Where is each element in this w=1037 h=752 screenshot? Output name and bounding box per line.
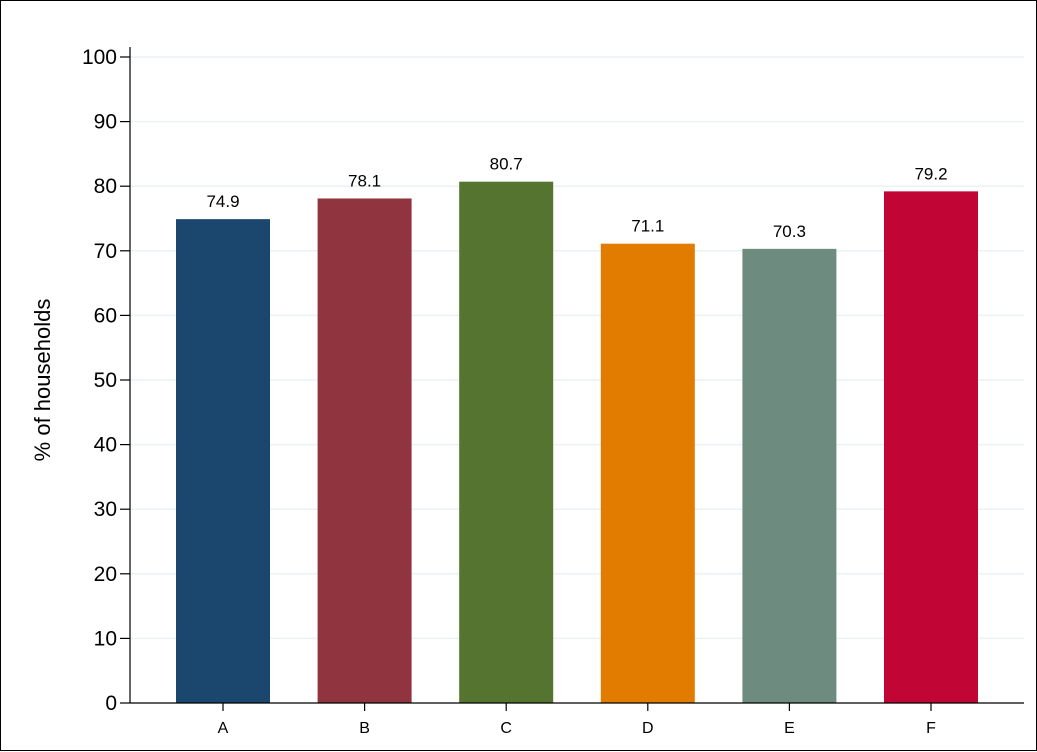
y-tick-label: 60 xyxy=(94,304,117,327)
y-tick-label: 100 xyxy=(82,46,117,69)
x-tick-label: E xyxy=(784,720,795,737)
axes xyxy=(129,47,1024,704)
bar-value-label: 79.2 xyxy=(914,164,947,183)
bar-value-label: 78.1 xyxy=(348,171,381,190)
y-tick-label: 30 xyxy=(94,498,117,521)
bar-value-label: 74.9 xyxy=(206,192,239,211)
x-tick-label: A xyxy=(218,720,229,737)
bar-value-label: 71.1 xyxy=(631,217,664,236)
bar-value-label: 70.3 xyxy=(773,222,806,241)
x-tick-label: B xyxy=(359,720,370,737)
y-ticks: 0 10 20 30 40 50 60 70 80 90 100 xyxy=(82,46,130,715)
bar-d xyxy=(600,243,695,703)
y-tick-label: 20 xyxy=(94,563,117,586)
grid-lines xyxy=(130,56,1024,640)
x-tick-label: F xyxy=(926,720,936,737)
bar-value-label: 80.7 xyxy=(490,155,523,174)
y-tick-label: 0 xyxy=(105,692,117,715)
bars xyxy=(176,181,978,704)
y-tick-label: 10 xyxy=(94,627,117,650)
bar-a xyxy=(176,219,270,703)
x-ticks: A B C D E F xyxy=(218,703,936,737)
bar-f xyxy=(884,191,978,704)
y-axis-title: % of households xyxy=(30,299,55,462)
bar-c xyxy=(459,181,554,704)
y-tick-label: 70 xyxy=(94,240,117,263)
bar-e xyxy=(742,248,837,703)
y-tick-label: 40 xyxy=(94,434,117,457)
bar-b xyxy=(317,198,412,703)
bar-value-labels: 74.9 78.1 80.7 71.1 70.3 79.2 xyxy=(206,155,947,241)
y-tick-label: 90 xyxy=(94,111,117,134)
x-tick-label: C xyxy=(500,720,512,737)
y-tick-label: 80 xyxy=(94,175,117,198)
x-tick-label: D xyxy=(642,720,654,737)
y-tick-label: 50 xyxy=(94,369,117,392)
